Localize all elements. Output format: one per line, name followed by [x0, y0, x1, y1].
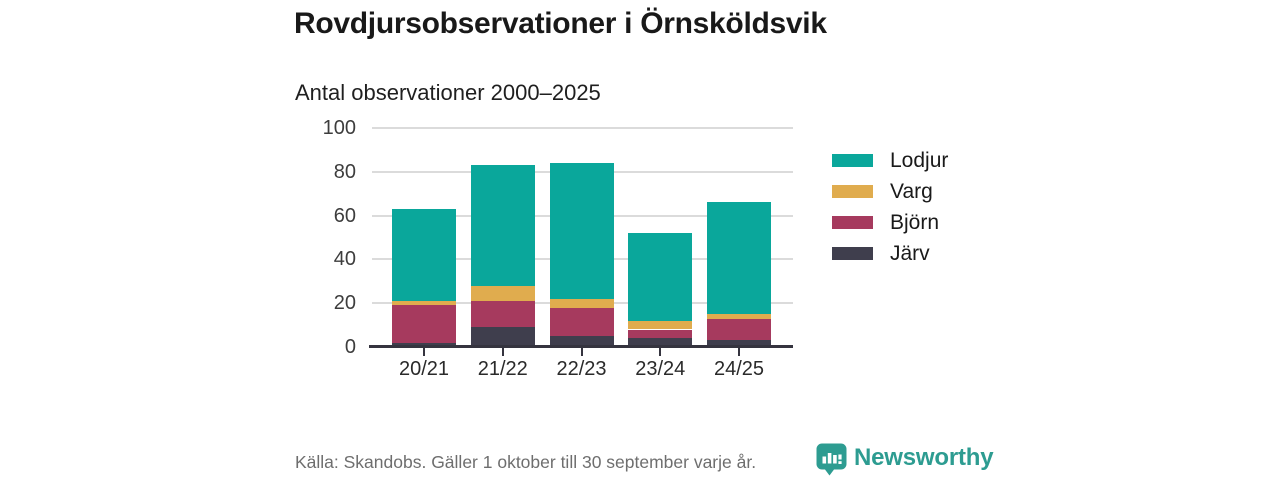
- page-title: Rovdjursobservationer i Örnsköldsvik: [294, 7, 827, 40]
- x-axis-label-23-24: 23/24: [635, 358, 686, 380]
- bar-segment-bjorn: [392, 305, 456, 343]
- legend-swatch-bjorn: [832, 216, 873, 229]
- y-axis-label-40: 40: [333, 248, 356, 271]
- y-axis-label-60: 60: [333, 204, 356, 227]
- x-axis-label-20-21: 20/21: [398, 358, 450, 380]
- legend-label-jarv: Järv: [890, 241, 930, 265]
- axis-tick: [659, 348, 662, 356]
- axis-tick: [501, 348, 504, 356]
- bar-segment-jarv: [628, 338, 693, 347]
- y-axis: 0 20 40 60 80 100: [280, 117, 356, 358]
- bar-segment-jarv: [470, 327, 535, 347]
- bar-group-20-21: [392, 128, 456, 347]
- legend-swatch-varg: [832, 185, 873, 198]
- bar-segment-varg: [549, 298, 614, 308]
- x-axis-line: [369, 345, 793, 348]
- legend-swatch-lodjur: [832, 154, 873, 167]
- axis-tick: [580, 348, 583, 356]
- source-note: Källa: Skandobs. Gäller 1 oktober till 3…: [295, 452, 757, 472]
- legend-label-bjorn: Björn: [890, 210, 940, 234]
- legend-swatch-jarv: [832, 247, 873, 260]
- legend-label-lodjur: Lodjur: [890, 148, 949, 172]
- bar-segment-varg: [470, 285, 535, 302]
- bar-segment-jarv: [392, 342, 456, 347]
- legend-item-jarv: Järv: [832, 238, 948, 269]
- y-axis-label-80: 80: [333, 160, 356, 183]
- bar-group-23-24: [628, 128, 693, 347]
- bar-segment-lodjur: [549, 163, 614, 299]
- newsworthy-logo-icon: [816, 443, 847, 476]
- bar-group-24-25: [707, 128, 771, 347]
- y-axis-label-0: 0: [344, 336, 356, 358]
- bar-segment-lodjur: [628, 233, 693, 321]
- newsworthy-brand[interactable]: Newsworthy: [816, 443, 994, 476]
- bar-segment-bjorn: [549, 307, 614, 337]
- legend-item-varg: Varg: [832, 176, 948, 207]
- bar-segment-bjorn: [628, 329, 693, 339]
- bar-segment-lodjur: [707, 202, 771, 315]
- bar-segment-varg: [392, 301, 456, 306]
- newsworthy-brand-text: Newsworthy: [854, 444, 994, 471]
- axis-tick: [738, 348, 740, 356]
- bar-segment-jarv: [549, 336, 614, 347]
- gridline-100: [372, 127, 793, 129]
- chart-subtitle: Antal observationer 2000–2025: [295, 80, 601, 105]
- y-axis-label-100: 100: [322, 117, 356, 139]
- bar-segment-varg: [628, 320, 693, 330]
- bar-segment-jarv: [707, 340, 771, 347]
- bar-segment-bjorn: [470, 301, 535, 328]
- x-axis-label-22-23: 22/23: [556, 358, 607, 380]
- y-axis-label-20: 20: [333, 292, 356, 315]
- x-axis-label-24-25: 24/25: [713, 358, 765, 380]
- bar-segment-lodjur: [470, 165, 535, 286]
- axis-tick: [423, 348, 425, 356]
- legend: Lodjur Varg Björn Järv: [832, 145, 948, 269]
- bar-group-22-23: [549, 128, 614, 347]
- legend-label-varg: Varg: [890, 179, 933, 203]
- bar-segment-bjorn: [707, 318, 771, 341]
- x-axis-label-21-22: 21/22: [477, 358, 528, 380]
- bar-segment-lodjur: [392, 209, 456, 302]
- bar-group-21-22: [470, 128, 535, 347]
- legend-item-bjorn: Björn: [832, 207, 948, 238]
- plot-area: [372, 127, 793, 347]
- legend-item-lodjur: Lodjur: [832, 145, 948, 176]
- bar-segment-varg: [707, 314, 771, 319]
